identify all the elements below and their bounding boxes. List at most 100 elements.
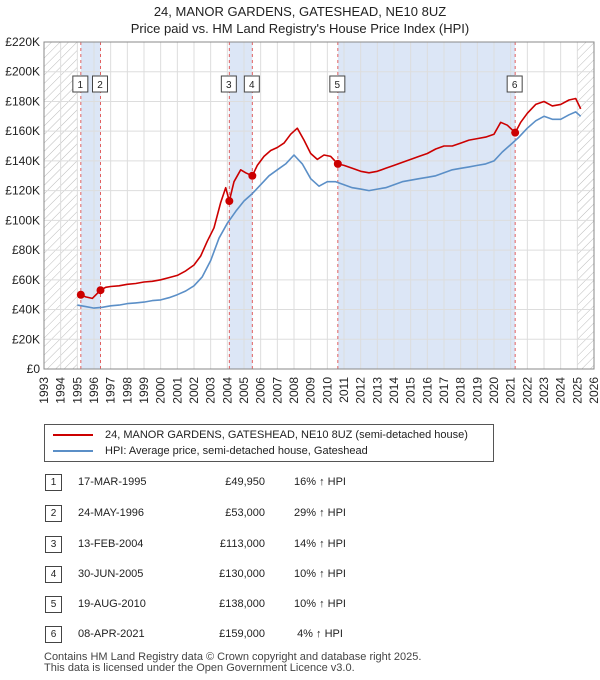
sale-label-box bbox=[72, 75, 89, 93]
x-tick-label: 2022 bbox=[520, 377, 534, 404]
x-tick-label: 2014 bbox=[387, 377, 401, 404]
x-tick-label: 2010 bbox=[320, 377, 334, 404]
x-tick-label: 2012 bbox=[354, 377, 368, 404]
sale-hpi-change: 14% ↑ HPI bbox=[294, 538, 346, 550]
sale-number-badge: 4 bbox=[45, 566, 62, 583]
ownership-shade bbox=[337, 42, 516, 369]
x-tick-label: 2001 bbox=[170, 377, 184, 404]
x-tick-label: 2003 bbox=[204, 377, 218, 404]
x-tick-label: 2009 bbox=[304, 377, 318, 404]
x-tick-label: 2007 bbox=[270, 377, 284, 404]
y-tick-label: £160K bbox=[5, 124, 40, 138]
sale-row: 1 17-MAR-1995 £49,950 16% ↑ HPI bbox=[0, 474, 600, 494]
plot-frame bbox=[43, 41, 595, 370]
sale-label-box bbox=[506, 75, 523, 93]
sale-label: 3 bbox=[226, 80, 232, 91]
sale-label-box bbox=[329, 75, 346, 93]
x-tick-label: 2016 bbox=[420, 377, 434, 404]
sale-date: 08-APR-2021 bbox=[78, 628, 145, 640]
sale-label: 1 bbox=[78, 80, 84, 91]
hpi-line bbox=[77, 111, 582, 309]
x-tick-label: 2017 bbox=[437, 377, 451, 404]
sale-price: £159,000 bbox=[219, 628, 265, 640]
x-tick-label: 1998 bbox=[120, 377, 134, 404]
sale-hpi-change: 10% ↑ HPI bbox=[294, 598, 346, 610]
chart-legend: 24, MANOR GARDENS, GATESHEAD, NE10 8UZ (… bbox=[44, 424, 494, 462]
x-tick-label: 2026 bbox=[587, 377, 600, 404]
y-tick-label: £140K bbox=[5, 154, 40, 168]
sale-point bbox=[333, 159, 342, 168]
sale-hpi-change: 4% ↑ HPI bbox=[297, 628, 343, 640]
x-tick-label: 2018 bbox=[454, 377, 468, 404]
sale-label: 2 bbox=[97, 80, 103, 91]
x-tick-label: 2019 bbox=[470, 377, 484, 404]
y-tick-label: £180K bbox=[5, 94, 40, 108]
y-tick-label: £80K bbox=[12, 243, 40, 257]
legend-label-hpi: HPI: Average price, semi-detached house,… bbox=[105, 445, 368, 457]
sale-label: 4 bbox=[249, 80, 255, 91]
legend-label-property: 24, MANOR GARDENS, GATESHEAD, NE10 8UZ (… bbox=[105, 429, 468, 441]
x-tick-label: 2023 bbox=[537, 377, 551, 404]
y-tick-label: £220K bbox=[5, 35, 40, 49]
y-tick-label: £120K bbox=[5, 184, 40, 198]
sale-number-badge: 5 bbox=[45, 596, 62, 613]
sale-date: 17-MAR-1995 bbox=[78, 476, 147, 488]
x-tick-label: 2006 bbox=[254, 377, 268, 404]
sale-date: 24-MAY-1996 bbox=[78, 507, 145, 519]
x-tick-label: 1996 bbox=[87, 377, 101, 404]
sale-number-badge: 1 bbox=[45, 474, 62, 491]
sale-label-box bbox=[243, 75, 260, 93]
title-line-2: Price paid vs. HM Land Registry's House … bbox=[130, 21, 470, 36]
sale-number-badge: 3 bbox=[45, 536, 62, 553]
sale-hpi-change: 16% ↑ HPI bbox=[294, 476, 346, 488]
sale-point bbox=[96, 286, 105, 295]
sale-label: 6 bbox=[512, 80, 518, 91]
footer: Contains HM Land Registry data © Crown c… bbox=[44, 652, 421, 674]
sale-price: £49,950 bbox=[225, 476, 265, 488]
sale-hpi-change: 29% ↑ HPI bbox=[294, 507, 346, 519]
y-tick-label: £100K bbox=[5, 213, 40, 227]
x-tick-label: 1999 bbox=[137, 377, 151, 404]
sale-row: 2 24-MAY-1996 £53,000 29% ↑ HPI bbox=[0, 505, 600, 525]
y-tick-label: £40K bbox=[12, 303, 40, 317]
legend-entry-hpi: HPI: Average price, semi-detached house,… bbox=[53, 443, 368, 459]
sale-date: 19-AUG-2010 bbox=[78, 598, 146, 610]
x-tick-label: 2000 bbox=[154, 377, 168, 404]
y-tick-label: £200K bbox=[5, 65, 40, 79]
sale-hpi-change: 10% ↑ HPI bbox=[294, 568, 346, 580]
x-tick-label: 1993 bbox=[37, 377, 51, 404]
legend-entry-property: 24, MANOR GARDENS, GATESHEAD, NE10 8UZ (… bbox=[53, 427, 468, 443]
chart-title: 24, MANOR GARDENS, GATESHEAD, NE10 8UZ P… bbox=[0, 3, 600, 37]
sale-number-badge: 2 bbox=[45, 505, 62, 522]
x-tick-label: 1995 bbox=[70, 377, 84, 404]
footer-license: This data is licensed under the Open Gov… bbox=[44, 662, 355, 674]
x-tick-label: 2015 bbox=[404, 377, 418, 404]
y-tick-label: £60K bbox=[12, 273, 40, 287]
title-line-1: 24, MANOR GARDENS, GATESHEAD, NE10 8UZ bbox=[153, 4, 447, 19]
x-tick-label: 1997 bbox=[104, 377, 118, 404]
sale-price: £130,000 bbox=[219, 568, 265, 580]
sale-point bbox=[511, 128, 520, 137]
x-tick-label: 2004 bbox=[220, 377, 234, 404]
sale-date: 13-FEB-2004 bbox=[78, 538, 144, 550]
sale-number-badge: 6 bbox=[45, 626, 62, 643]
sale-label: 5 bbox=[335, 80, 341, 91]
sale-price: £113,000 bbox=[219, 538, 265, 550]
sale-row: 3 13-FEB-2004 £113,000 14% ↑ HPI bbox=[0, 536, 600, 556]
x-tick-label: 2005 bbox=[237, 377, 251, 404]
ownership-shade bbox=[80, 42, 101, 369]
sale-price: £53,000 bbox=[225, 507, 265, 519]
x-tick-label: 2011 bbox=[337, 377, 351, 403]
hatched-region bbox=[577, 42, 594, 369]
x-tick-label: 2008 bbox=[287, 377, 301, 404]
legend-swatch-property bbox=[53, 434, 93, 436]
sale-date: 30-JUN-2005 bbox=[78, 568, 144, 580]
sale-row: 4 30-JUN-2005 £130,000 10% ↑ HPI bbox=[0, 566, 600, 586]
sale-point bbox=[76, 290, 85, 299]
x-tick-label: 2021 bbox=[504, 377, 518, 404]
x-tick-label: 2025 bbox=[570, 377, 584, 404]
sale-point bbox=[248, 171, 257, 180]
sale-point bbox=[225, 197, 234, 206]
x-tick-label: 2002 bbox=[187, 377, 201, 404]
price-chart: £0 £20K £40K £60K £80K £100K £120K £140K £160K £1… bbox=[5, 35, 600, 404]
